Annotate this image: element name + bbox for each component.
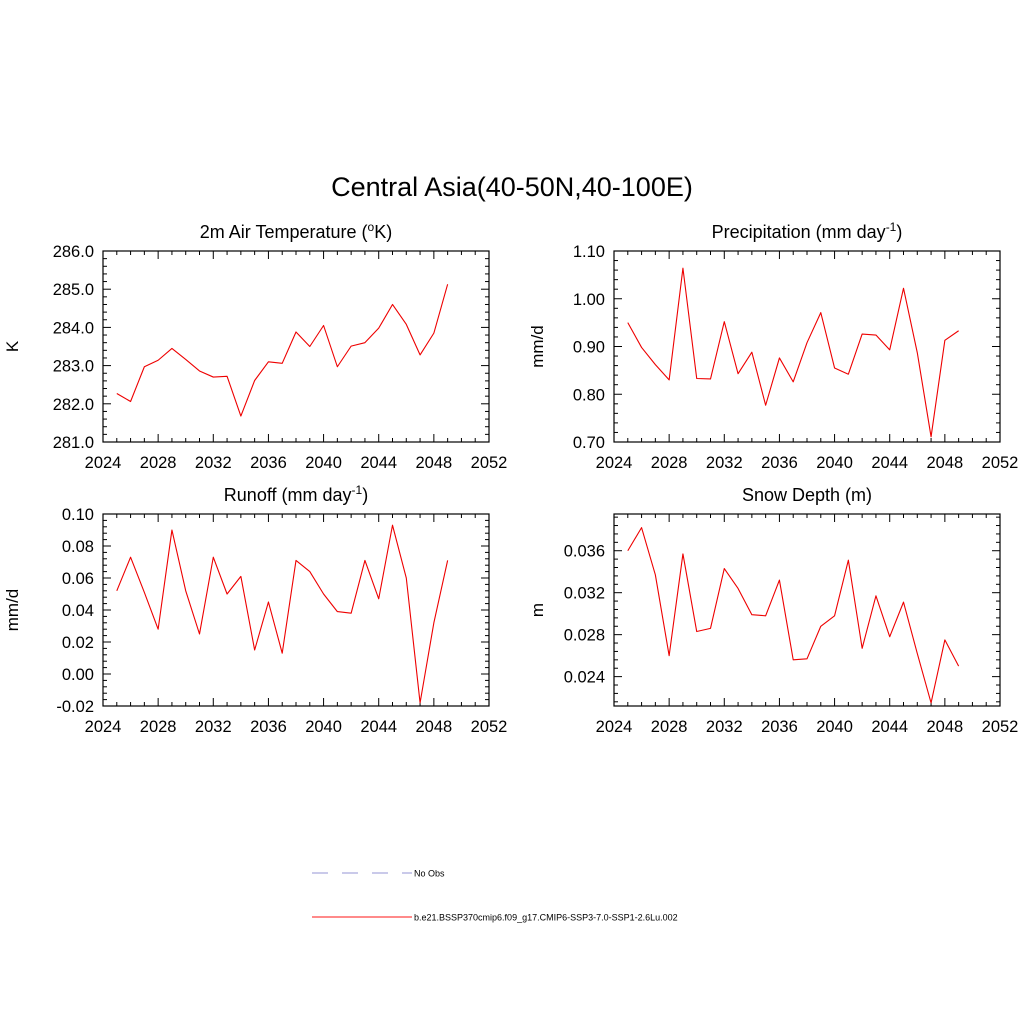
y-tick-label: 0.036: [564, 543, 605, 561]
y-tick-label: -0.02: [56, 698, 94, 716]
x-tick-label: 2044: [871, 718, 908, 736]
panel-runoff: 2024 2028 2032 2036 2040 2044 2048 2052 -0.02 0.0…: [3, 483, 507, 736]
y-tick-label: 0.10: [62, 506, 94, 524]
y-tick-label: 286.0: [53, 243, 94, 261]
x-tick-label: 2032: [706, 718, 743, 736]
x-tick-label: 2040: [305, 718, 342, 736]
y-tick-label: 284.0: [53, 319, 94, 337]
series-line-air-temperature: [116, 284, 449, 417]
panel-air-temperature: 2024 2028 2032 2036 2040 2044 2048 2052 281.0 282…: [3, 220, 507, 472]
panel-title: 2m Air Temperature (oK): [200, 220, 392, 242]
y-tick-label: 0.02: [62, 634, 94, 652]
x-tick-label: 2052: [471, 454, 508, 472]
panels: 2024 2028 2032 2036 2040 2044 2048 2052 281.0 282…: [3, 220, 1018, 736]
y-tick-label: 0.08: [62, 538, 94, 556]
x-tick-label: 2044: [360, 718, 397, 736]
legend: No Obs b.e21.BSSP370cmip6.f09_g17.CMIP6-S…: [312, 869, 678, 923]
y-axis-label: mm/d: [3, 589, 22, 632]
y-tick-label: 0.70: [573, 434, 605, 452]
y-tick-label: 0.04: [62, 602, 94, 620]
x-tick-label: 2024: [85, 718, 122, 736]
y-tick-label: 0.80: [573, 386, 605, 404]
x-tick-label: 2048: [415, 718, 452, 736]
x-tick-label: 2036: [761, 718, 798, 736]
x-tick-label: 2028: [140, 454, 177, 472]
x-tick-label: 2040: [305, 454, 342, 472]
x-tick-label: 2048: [926, 454, 963, 472]
x-tick-label: 2032: [195, 454, 232, 472]
x-tick-label: 2052: [982, 718, 1019, 736]
x-tick-label: 2036: [250, 718, 287, 736]
y-axis-label: m: [528, 603, 547, 617]
y-tick-label: 1.10: [573, 243, 605, 261]
panel-precipitation: 2024 2028 2032 2036 2040 2044 2048 2052 0.70 0.80…: [528, 220, 1018, 472]
plot-frame: [613, 513, 1001, 707]
x-tick-label: 2032: [706, 454, 743, 472]
x-tick-label: 2032: [195, 718, 232, 736]
y-tick-label: 281.0: [53, 434, 94, 452]
x-tick-label: 2052: [471, 718, 508, 736]
x-tick-label: 2024: [596, 718, 633, 736]
panel-title: Runoff (mm day-1): [224, 483, 368, 505]
y-tick-label: 283.0: [53, 358, 94, 376]
legend-item: No Obs: [312, 869, 445, 879]
plot-frame: [613, 250, 1001, 443]
y-tick-label: 0.032: [564, 585, 605, 603]
x-tick-label: 2040: [816, 718, 853, 736]
x-tick-label: 2036: [250, 454, 287, 472]
x-tick-label: 2028: [651, 454, 688, 472]
x-tick-label: 2044: [360, 454, 397, 472]
series-line-snow-depth: [627, 527, 960, 704]
y-tick-label: 1.00: [573, 291, 605, 309]
x-tick-label: 2048: [926, 718, 963, 736]
y-axis-label: K: [3, 340, 22, 352]
panel-title: Precipitation (mm day-1): [712, 220, 903, 242]
y-tick-label: 0.90: [573, 339, 605, 357]
x-tick-label: 2028: [651, 718, 688, 736]
x-tick-label: 2024: [596, 454, 633, 472]
y-axis-label: mm/d: [528, 325, 547, 368]
y-tick-label: 0.00: [62, 666, 94, 684]
panel-title: Snow Depth (m): [742, 485, 872, 505]
y-tick-label: 0.06: [62, 570, 94, 588]
y-tick-label: 285.0: [53, 281, 94, 299]
y-tick-label: 282.0: [53, 396, 94, 414]
panel-snow-depth: 2024 2028 2032 2036 2040 2044 2048 2052 0.024 0.0…: [528, 485, 1018, 736]
legend-item: b.e21.BSSP370cmip6.f09_g17.CMIP6-SSP3-7.…: [312, 913, 678, 923]
x-tick-label: 2052: [982, 454, 1019, 472]
legend-label: b.e21.BSSP370cmip6.f09_g17.CMIP6-SSP3-7.…: [414, 913, 678, 923]
y-tick-label: 0.028: [564, 627, 605, 645]
figure-title: Central Asia(40-50N,40-100E): [331, 172, 693, 202]
series-line-precipitation: [627, 267, 959, 438]
x-tick-label: 2036: [761, 454, 798, 472]
plot-frame: [102, 250, 490, 443]
x-tick-label: 2024: [85, 454, 122, 472]
legend-label: No Obs: [414, 869, 445, 879]
x-tick-label: 2040: [816, 454, 853, 472]
x-tick-label: 2028: [140, 718, 177, 736]
x-tick-label: 2048: [415, 454, 452, 472]
y-tick-label: 0.024: [564, 669, 605, 687]
x-tick-label: 2044: [871, 454, 908, 472]
series-line-runoff: [116, 524, 449, 704]
